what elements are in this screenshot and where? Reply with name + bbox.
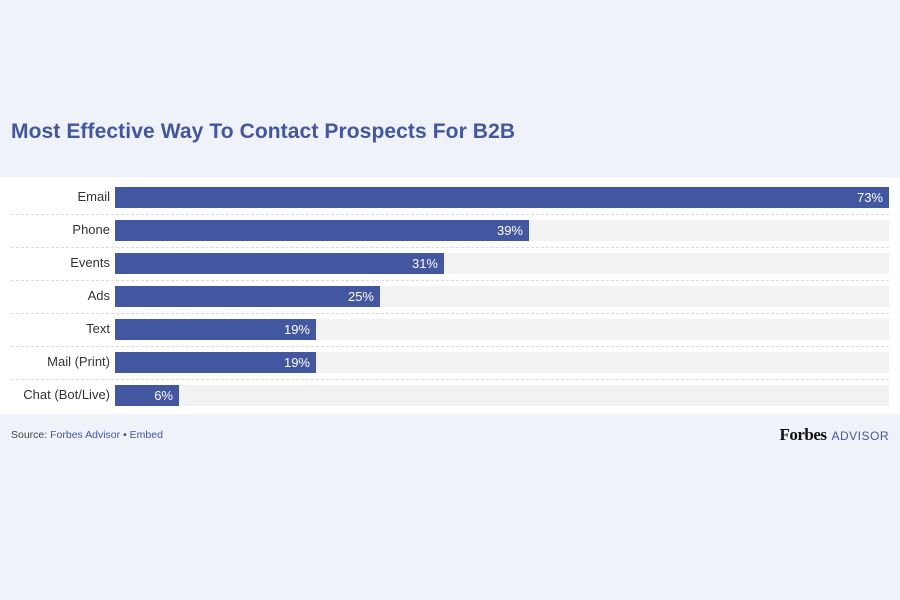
category-label: Phone: [72, 222, 110, 237]
bar-track: 31%: [115, 253, 889, 274]
value-label: 25%: [347, 289, 374, 304]
category-label: Chat (Bot/Live): [23, 387, 110, 402]
bar-row: Text 19%: [0, 313, 900, 346]
bar-row: Events 31%: [0, 247, 900, 280]
embed-link[interactable]: Embed: [129, 429, 163, 441]
source-note: Source: Forbes Advisor • Embed: [11, 429, 163, 441]
chart-panel: Email 73% Phone 39% Events 31% Ads 25% Text 19% Ma…: [0, 177, 900, 414]
bar-row: Mail (Print) 19%: [0, 346, 900, 379]
value-label: 6%: [154, 388, 173, 403]
row-divider: [11, 214, 889, 215]
bar-track: 6%: [115, 385, 889, 406]
brand-name: Forbes: [779, 425, 827, 444]
row-divider: [11, 247, 889, 248]
row-divider: [11, 280, 889, 281]
separator: •: [123, 429, 127, 441]
source-label: Source:: [11, 429, 48, 441]
source-link[interactable]: Forbes Advisor: [50, 429, 121, 441]
category-label: Ads: [87, 288, 110, 303]
row-divider: [11, 346, 889, 347]
bar: 31%: [115, 253, 444, 274]
value-label: 73%: [856, 190, 883, 205]
bar-track: 19%: [115, 319, 889, 340]
row-divider: [11, 313, 889, 314]
value-label: 19%: [283, 355, 310, 370]
bar-row: Chat (Bot/Live) 6%: [0, 379, 900, 412]
category-label: Mail (Print): [47, 354, 110, 369]
row-divider: [11, 379, 889, 380]
bar: 73%: [115, 187, 889, 208]
bar: 19%: [115, 319, 316, 340]
category-label: Text: [86, 321, 110, 336]
bar-track: 39%: [115, 220, 889, 241]
value-label: 19%: [283, 322, 310, 337]
value-label: 39%: [496, 223, 523, 238]
bar-track: 25%: [115, 286, 889, 307]
bar: 6%: [115, 385, 179, 406]
bar: 19%: [115, 352, 316, 373]
category-label: Events: [70, 255, 110, 270]
chart-title: Most Effective Way To Contact Prospects …: [11, 120, 516, 143]
category-label: Email: [77, 189, 110, 204]
bar-track: 73%: [115, 187, 889, 208]
bar-row: Email 73%: [0, 181, 900, 214]
bar-track: 19%: [115, 352, 889, 373]
bar: 25%: [115, 286, 380, 307]
forbes-advisor-logo: Forbes ADVISOR: [779, 425, 889, 445]
bar-row: Phone 39%: [0, 214, 900, 247]
brand-sub: ADVISOR: [831, 429, 889, 443]
bar: 39%: [115, 220, 529, 241]
value-label: 31%: [411, 256, 438, 271]
bar-row: Ads 25%: [0, 280, 900, 313]
